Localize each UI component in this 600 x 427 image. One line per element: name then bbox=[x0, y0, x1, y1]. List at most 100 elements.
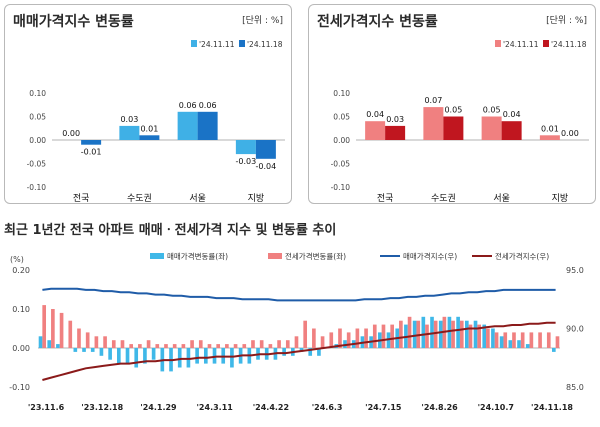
trend-sale-bar bbox=[438, 320, 443, 348]
jeonse-legend-swatch bbox=[543, 40, 549, 47]
trend-xtick-label: '23.11.6 bbox=[28, 403, 65, 412]
trend-sale-bar bbox=[56, 344, 60, 348]
jeonse-data-label: 0.03 bbox=[386, 115, 404, 124]
sale-bar bbox=[81, 140, 102, 145]
trend-jeonse-bar bbox=[364, 328, 368, 348]
trend-jeonse-bar bbox=[103, 336, 107, 348]
sale-chart-unit: [단위 : %] bbox=[242, 16, 283, 26]
trend-jeonse-bar bbox=[259, 340, 264, 348]
trend-sale-bar bbox=[230, 348, 234, 368]
trend-sale-bar bbox=[73, 348, 78, 352]
trend-jeonse-bar bbox=[225, 344, 229, 348]
trend-sale-bar bbox=[508, 340, 513, 348]
trend-jeonse-bar bbox=[407, 316, 412, 348]
jeonse-price-change-panel: 전세가격지수 변동률 [단위 : %] 0.10 0.05 0.00 -0.05 -0.… bbox=[308, 4, 596, 204]
trend-sale-bar bbox=[143, 348, 147, 364]
trend-jeonse-bar bbox=[486, 328, 490, 348]
trend-jeonse-bar bbox=[155, 344, 160, 348]
trend-jeonse-bar bbox=[468, 324, 473, 348]
sale-data-label: -0.04 bbox=[256, 162, 277, 171]
trend-sale-bar bbox=[491, 328, 495, 348]
trend-sale-bar bbox=[551, 348, 556, 352]
trend-jeonse-bar bbox=[346, 332, 351, 348]
trend-sale-bar bbox=[177, 348, 182, 368]
trend-xtick-label: '24.4.22 bbox=[253, 403, 289, 412]
trend-jeonse-bar bbox=[207, 344, 212, 348]
trend-xtick-label: '24.3.11 bbox=[196, 403, 233, 412]
trend-jeonse-bar bbox=[242, 344, 247, 348]
trend-jeonse-bar bbox=[277, 340, 281, 348]
trend-jeonse-bar bbox=[520, 332, 525, 348]
trend-legend-label: 전세가격지수(우) bbox=[495, 251, 549, 261]
jeonse-data-label: 0.04 bbox=[503, 110, 521, 119]
trend-sale-bar bbox=[525, 344, 530, 348]
trend-sale-bar bbox=[108, 348, 112, 360]
jeonse-category-label: 전국 bbox=[377, 193, 394, 203]
trend-sale-bar bbox=[282, 348, 286, 356]
jeonse-bar bbox=[481, 116, 502, 140]
jeonse-ytick-label: -0.10 bbox=[331, 183, 351, 192]
trend-jeonse-bar bbox=[477, 324, 482, 348]
trend-jeonse-bar bbox=[111, 340, 116, 348]
sale-bar bbox=[139, 135, 160, 140]
trend-sale-bar bbox=[125, 348, 130, 364]
trend-chart: (%) 0.20 0.10 0.00 -0.10 95.0 90.0 85.0 매매가격변동률(… bbox=[9, 251, 584, 412]
jeonse-data-label: 0.05 bbox=[483, 106, 501, 115]
jeonse-ytick-label: 0.00 bbox=[333, 136, 350, 145]
jeonse-legend-label: '24.11.18 bbox=[551, 40, 587, 49]
trend-jeonse-bar bbox=[399, 320, 403, 348]
jeonse-category-label: 수도권 bbox=[431, 192, 456, 203]
trend-jeonse-bar bbox=[546, 332, 551, 348]
jeonse-chart-title: 전세가격지수 변동률 bbox=[317, 14, 438, 30]
trend-jeonse-bar bbox=[51, 309, 55, 348]
trend-jeonse-bar bbox=[68, 320, 73, 348]
trend-jeonse-bar bbox=[42, 305, 47, 348]
trend-jeonse-bar bbox=[459, 320, 464, 348]
trend-jeonse-bar bbox=[433, 320, 438, 348]
sale-ytick-label: 0.10 bbox=[29, 89, 46, 98]
trend-chart-title: 최근 1년간 전국 아파트 매매ㆍ전세가격 지수 및 변동률 추이 bbox=[4, 223, 337, 238]
sale-data-label: -0.01 bbox=[81, 148, 102, 157]
sale-category-label: 지방 bbox=[248, 193, 265, 203]
trend-jeonse-bar bbox=[216, 344, 221, 348]
trend-jeonse-bar bbox=[294, 336, 299, 348]
trend-xtick-label: '24.1.29 bbox=[140, 403, 177, 412]
jeonse-bar bbox=[365, 121, 386, 140]
jeonse-bar bbox=[501, 121, 522, 140]
trend-sale-bar bbox=[482, 324, 487, 348]
trend-jeonse-bar bbox=[120, 340, 125, 348]
trend-sale-bar bbox=[195, 348, 199, 364]
trend-jeonse-bar bbox=[85, 332, 90, 348]
sale-data-label: 0.06 bbox=[179, 101, 197, 110]
sale-data-label: 0.03 bbox=[120, 115, 138, 124]
trend-left-ytick-label: 0.20 bbox=[12, 266, 30, 275]
jeonse-data-label: 0.07 bbox=[424, 96, 442, 105]
sale-data-label: 0.01 bbox=[140, 124, 158, 133]
trend-jeonse-bar bbox=[94, 336, 99, 348]
trend-jeonse-bar bbox=[494, 332, 499, 348]
trend-sale-bar bbox=[317, 348, 321, 356]
sale-legend-swatch bbox=[191, 40, 197, 47]
jeonse-price-change-chart: 0.10 0.05 0.00 -0.05 -0.10 '24.11.11 '24.11.18… bbox=[331, 40, 589, 203]
trend-jeonse-bar bbox=[555, 336, 560, 348]
jeonse-bar bbox=[423, 107, 444, 140]
trend-jeonse-bar bbox=[312, 328, 316, 348]
trend-jeonse-bar bbox=[355, 328, 360, 348]
trend-jeonse-bar bbox=[129, 344, 134, 348]
trend-left-ytick-label: 0.10 bbox=[12, 305, 30, 314]
trend-jeonse-bar bbox=[181, 344, 186, 348]
trend-jeonse-bar bbox=[451, 320, 455, 348]
trend-sale-bar bbox=[99, 348, 104, 356]
trend-jeonse-bar bbox=[381, 324, 386, 348]
jeonse-data-label: 0.04 bbox=[366, 110, 384, 119]
trend-xtick-label: '24.8.26 bbox=[421, 403, 458, 412]
trend-jeonse-index-line bbox=[42, 321, 556, 381]
trend-sale-bar bbox=[212, 348, 217, 364]
trend-left-axis-label: (%) bbox=[10, 255, 24, 264]
jeonse-category-label: 지방 bbox=[552, 193, 569, 203]
sale-ytick-label: -0.10 bbox=[27, 183, 47, 192]
trend-legend-label: 전세가격변동률(좌) bbox=[285, 251, 346, 261]
trend-sale-index-line bbox=[42, 287, 556, 302]
sale-bar bbox=[255, 140, 276, 159]
jeonse-legend-swatch bbox=[495, 40, 501, 47]
